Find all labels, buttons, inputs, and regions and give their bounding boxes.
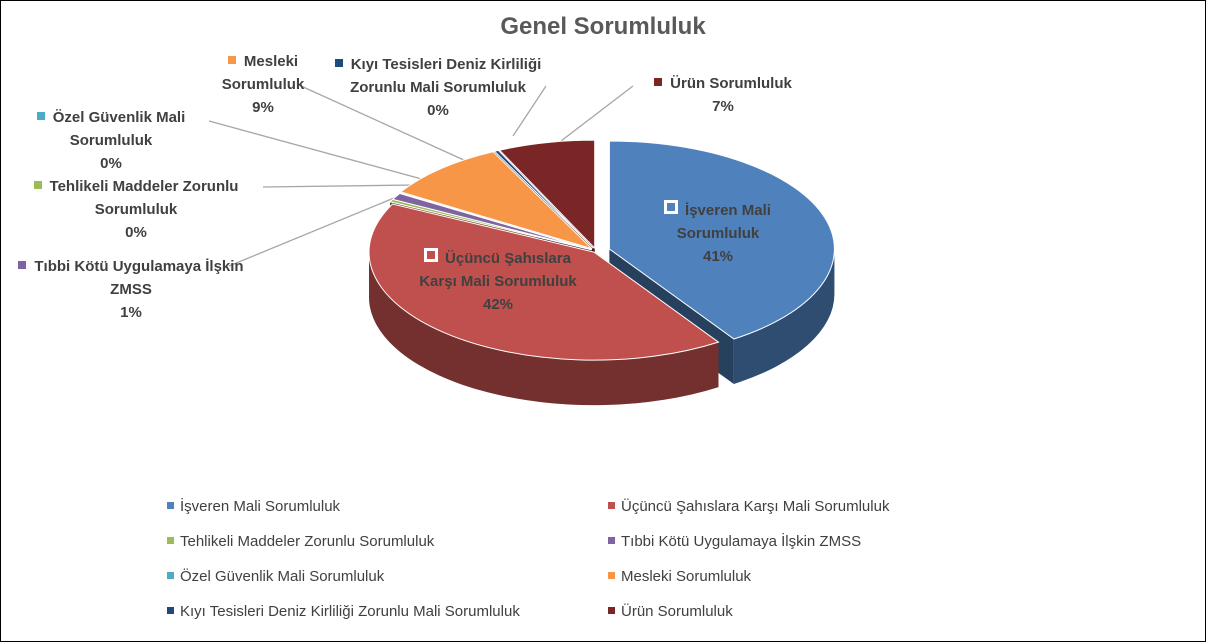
legend-label: Üçüncü Şahıslara Karşı Mali Sorumluluk (621, 498, 890, 515)
leader-line (300, 85, 467, 162)
leader-line (228, 190, 412, 267)
label-marker (33, 181, 42, 189)
legend-item: Tehlikeli Maddeler Zorunlu Sorumluluk (167, 533, 434, 550)
label-marker (36, 112, 45, 120)
data-label: Mesleki Sorumluluk 9% (213, 50, 313, 119)
data-label: Ürün Sorumluluk 7% (623, 72, 823, 118)
legend-marker (167, 572, 174, 579)
legend-item: Özel Güvenlik Mali Sorumluluk (167, 568, 384, 585)
label-value: 41% (702, 248, 734, 265)
label-category: Tıbbi Kötü Uygulamaya İlşkin ZMSS (34, 258, 244, 298)
legend-item: Mesleki Sorumluluk (608, 568, 751, 585)
slice-shade (369, 252, 719, 406)
label-category: Tehlikeli Maddeler Zorunlu Sorumluluk (49, 178, 239, 218)
label-value: 1% (120, 304, 142, 321)
leader-line (560, 85, 634, 142)
label-value: 9% (252, 99, 274, 116)
slice (368, 203, 720, 361)
legend-label: Özel Güvenlik Mali Sorumluluk (180, 568, 385, 585)
legend-label: Ürün Sorumluluk (621, 603, 733, 620)
label-category: Ürün Sorumluluk (670, 75, 792, 92)
slice (498, 139, 596, 250)
label-category: Mesleki Sorumluluk (221, 53, 305, 93)
chart-title: Genel Sorumluluk (500, 13, 706, 40)
label-marker (664, 200, 679, 214)
leader-line (208, 120, 430, 182)
label-value: 0% (100, 155, 122, 172)
label-category: İşveren Mali Sorumluluk (676, 202, 771, 242)
label-category: Özel Güvenlik Mali Sorumluluk (52, 109, 186, 149)
legend-marker (608, 502, 615, 509)
label-value: 0% (125, 224, 147, 241)
label-marker (18, 261, 27, 269)
legend-marker (608, 572, 615, 579)
label-marker (424, 248, 439, 262)
label-category: Kıyı Tesisleri Deniz Kirliliği Zorunlu M… (350, 56, 542, 96)
data-label: Kıyı Tesisleri Deniz Kirliliği Zorunlu M… (313, 53, 563, 122)
legend-item: Kıyı Tesisleri Deniz Kirliliği Zorunlu M… (167, 603, 520, 620)
legend-label: Mesleki Sorumluluk (621, 568, 752, 585)
data-label: Tehlikeli Maddeler Zorunlu Sorumluluk 0% (11, 175, 261, 244)
slice-side (733, 248, 835, 384)
legend-label: İşveren Mali Sorumluluk (180, 498, 341, 515)
legend-item: İşveren Mali Sorumluluk (167, 498, 340, 515)
legend-label: Tehlikeli Maddeler Zorunlu Sorumluluk (180, 533, 435, 550)
legend-item: Ürün Sorumluluk (608, 603, 733, 620)
slice (399, 151, 593, 250)
slice (608, 140, 835, 340)
label-value: 0% (427, 102, 449, 119)
label-marker (227, 56, 236, 64)
legend-item: Tıbbi Kötü Uygulamaya İlşkin ZMSS (608, 533, 861, 550)
slice (398, 192, 592, 251)
legend-label: Kıyı Tesisleri Deniz Kirliliği Zorunlu M… (180, 603, 520, 620)
legend-marker (167, 607, 174, 614)
label-category: Üçüncü Şahıslara Karşı Mali Sorumluluk (419, 250, 577, 290)
data-label: Üçüncü Şahıslara Karşı Mali Sorumluluk 42… (413, 247, 583, 316)
data-label: İşveren Mali Sorumluluk 41% (643, 199, 793, 268)
slice (493, 149, 594, 249)
leader-line (262, 184, 417, 188)
legend-marker (167, 537, 174, 544)
legend-item: Üçüncü Şahıslara Karşı Mali Sorumluluk (608, 498, 889, 515)
slice-shade (733, 248, 835, 384)
legend-label: Tıbbi Kötü Uygulamaya İlşkin ZMSS (621, 533, 862, 550)
label-marker (654, 78, 663, 86)
slice-tops (368, 139, 835, 361)
data-label: Tıbbi Kötü Uygulamaya İlşkin ZMSS 1% (16, 255, 246, 324)
legend-marker (608, 537, 615, 544)
data-label: Özel Güvenlik Mali Sorumluluk 0% (16, 106, 206, 175)
leader-line (512, 85, 547, 137)
slice-side (369, 252, 719, 406)
legend-marker (167, 502, 174, 509)
label-value: 7% (712, 98, 734, 115)
label-value: 42% (482, 296, 514, 313)
label-marker (334, 59, 343, 67)
legend-marker (608, 607, 615, 614)
